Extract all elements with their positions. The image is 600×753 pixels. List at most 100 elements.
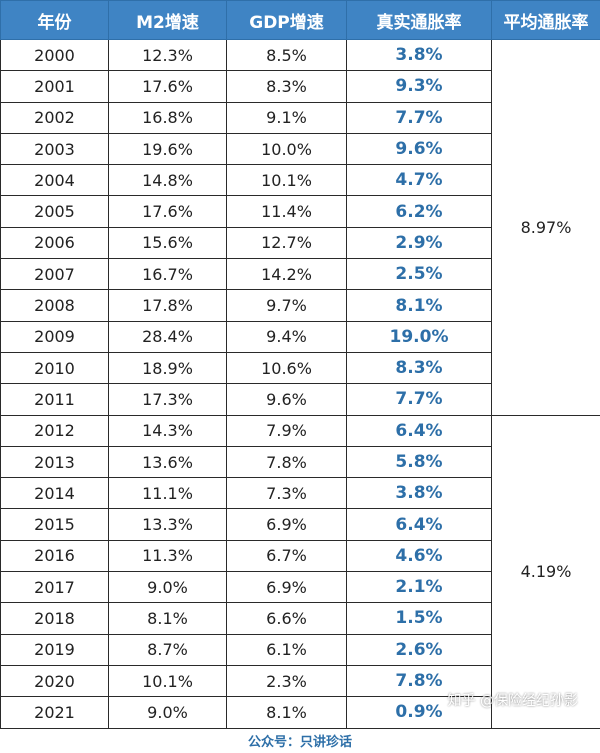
year-cell: 2008 (0, 289, 109, 322)
m2-cell: 9.0% (108, 696, 227, 729)
header-year: 年份 (0, 0, 109, 40)
m2-cell: 17.6% (108, 195, 227, 228)
real-inflation-cell: 6.4% (346, 508, 492, 541)
m2-cell: 17.3% (108, 383, 227, 416)
m2-cell: 16.8% (108, 101, 227, 134)
m2-cell: 14.3% (108, 414, 227, 447)
gdp-cell: 7.9% (226, 414, 347, 447)
gdp-cell: 14.2% (226, 258, 347, 291)
m2-cell: 18.9% (108, 351, 227, 385)
m2-cell: 8.7% (108, 633, 227, 666)
gdp-cell: 7.8% (226, 445, 347, 479)
real-inflation-cell: 2.6% (346, 633, 492, 666)
real-inflation-cell: 4.7% (346, 164, 492, 197)
real-inflation-cell: 9.6% (346, 132, 492, 166)
table-row: 2004 14.8% 10.1% 4.7% (0, 164, 600, 197)
real-inflation-cell: 19.0% (346, 320, 492, 353)
gdp-cell: 9.6% (226, 383, 347, 416)
year-cell: 2019 (0, 633, 109, 666)
gdp-cell: 6.6% (226, 602, 347, 635)
gdp-cell: 9.7% (226, 289, 347, 322)
real-inflation-cell: 5.8% (346, 445, 492, 479)
table-row: 2020 10.1% 2.3% 7.8% (0, 664, 600, 698)
real-inflation-cell: 2.5% (346, 258, 492, 291)
year-cell: 2016 (0, 539, 109, 573)
m2-cell: 28.4% (108, 320, 227, 353)
real-inflation-cell: 2.1% (346, 571, 492, 604)
table-row: 2015 13.3% 6.9% 6.4% (0, 508, 600, 541)
year-cell: 2002 (0, 101, 109, 134)
m2-cell: 13.6% (108, 445, 227, 479)
real-inflation-cell: 0.9% (346, 696, 492, 729)
gdp-cell: 12.7% (226, 226, 347, 260)
year-cell: 2018 (0, 602, 109, 635)
year-cell: 2003 (0, 132, 109, 166)
table-row: 2008 17.8% 9.7% 8.1% (0, 289, 600, 322)
m2-cell: 14.8% (108, 164, 227, 197)
header-row: 年份 M2增速 GDP增速 真实通胀率 平均通胀率 (0, 0, 600, 40)
gdp-cell: 10.6% (226, 351, 347, 385)
table-body: 2000 12.3% 8.5% 3.8% 8.97% 2001 17.6% 8.3% 9.3% 2… (0, 38, 600, 729)
real-inflation-cell: 7.7% (346, 383, 492, 416)
watermark: 知乎 @保险经纪孙影 (447, 693, 578, 709)
year-cell: 2009 (0, 320, 109, 353)
m2-cell: 12.3% (108, 38, 227, 72)
gdp-cell: 6.1% (226, 633, 347, 666)
table-row: 2002 16.8% 9.1% 7.7% (0, 101, 600, 134)
table-row: 2000 12.3% 8.5% 3.8% 8.97% (0, 38, 600, 416)
real-inflation-cell: 8.3% (346, 351, 492, 385)
gdp-cell: 11.4% (226, 195, 347, 228)
gdp-cell: 6.7% (226, 539, 347, 573)
header-gdp: GDP增速 (226, 0, 347, 40)
gdp-cell: 7.3% (226, 477, 347, 510)
year-cell: 2011 (0, 383, 109, 416)
real-inflation-cell: 6.2% (346, 195, 492, 228)
real-inflation-cell: 3.8% (346, 38, 492, 72)
gdp-cell: 10.0% (226, 132, 347, 166)
real-inflation-cell: 2.9% (346, 226, 492, 260)
m2-cell: 17.6% (108, 70, 227, 103)
m2-cell: 15.6% (108, 226, 227, 260)
table-row: 2014 11.1% 7.3% 3.8% (0, 477, 600, 510)
real-inflation-cell: 3.8% (346, 477, 492, 510)
real-inflation-cell: 6.4% (346, 414, 492, 447)
gdp-cell: 6.9% (226, 508, 347, 541)
real-inflation-cell: 4.6% (346, 539, 492, 573)
year-cell: 2010 (0, 351, 109, 385)
table-row: 2021 9.0% 8.1% 0.9% (0, 696, 600, 729)
year-cell: 2000 (0, 38, 109, 72)
inflation-table: 年份 M2增速 GDP增速 真实通胀率 平均通胀率 2000 12.3% 8.5% 3… (0, 0, 600, 729)
gdp-cell: 8.1% (226, 696, 347, 729)
source-label: 公众号：只讲珍话 (247, 735, 352, 750)
table-row: 2011 17.3% 9.6% 7.7% (0, 383, 600, 416)
year-cell: 2014 (0, 477, 109, 510)
gdp-cell: 10.1% (226, 164, 347, 197)
real-inflation-cell: 1.5% (346, 602, 492, 635)
gdp-cell: 8.3% (226, 70, 347, 103)
year-cell: 2006 (0, 226, 109, 260)
footer: 公众号：只讲珍话 (0, 727, 600, 753)
year-cell: 2004 (0, 164, 109, 197)
gdp-cell: 9.4% (226, 320, 347, 353)
year-cell: 2007 (0, 258, 109, 291)
avg-inflation-cell: 4.19% (491, 414, 600, 729)
m2-cell: 9.0% (108, 571, 227, 604)
m2-cell: 11.1% (108, 477, 227, 510)
gdp-cell: 2.3% (226, 664, 347, 698)
year-cell: 2012 (0, 414, 109, 447)
gdp-cell: 6.9% (226, 571, 347, 604)
gdp-cell: 8.5% (226, 38, 347, 72)
year-cell: 2021 (0, 696, 109, 729)
table-row: 2013 13.6% 7.8% 5.8% (0, 445, 600, 479)
table-row: 2003 19.6% 10.0% 9.6% (0, 132, 600, 166)
real-inflation-cell: 9.3% (346, 70, 492, 103)
year-cell: 2015 (0, 508, 109, 541)
year-cell: 2001 (0, 70, 109, 103)
m2-cell: 16.7% (108, 258, 227, 291)
real-inflation-cell: 7.7% (346, 101, 492, 134)
m2-cell: 11.3% (108, 539, 227, 573)
table-row: 2006 15.6% 12.7% 2.9% (0, 226, 600, 260)
m2-cell: 19.6% (108, 132, 227, 166)
avg-inflation-cell: 8.97% (491, 39, 600, 416)
table-row: 2005 17.6% 11.4% 6.2% (0, 195, 600, 228)
